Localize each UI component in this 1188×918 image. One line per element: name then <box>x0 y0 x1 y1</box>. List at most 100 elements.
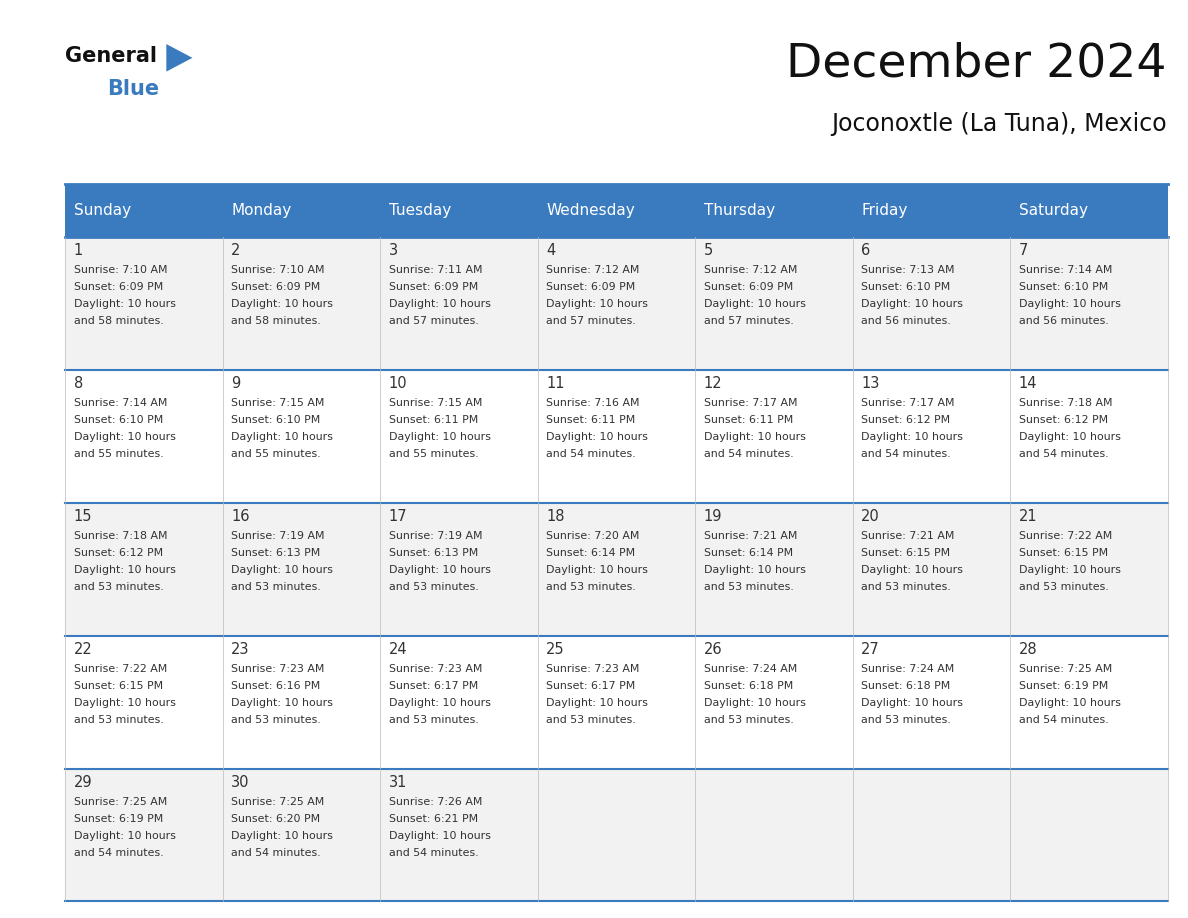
Text: 4: 4 <box>546 243 556 258</box>
Text: and 54 minutes.: and 54 minutes. <box>1018 449 1108 459</box>
Text: 16: 16 <box>232 509 249 524</box>
Text: 20: 20 <box>861 509 880 524</box>
Text: Thursday: Thursday <box>703 203 775 218</box>
Text: Sunset: 6:09 PM: Sunset: 6:09 PM <box>232 283 321 292</box>
FancyBboxPatch shape <box>380 370 538 503</box>
Text: 12: 12 <box>703 376 722 391</box>
Text: Sunset: 6:17 PM: Sunset: 6:17 PM <box>546 681 636 691</box>
FancyBboxPatch shape <box>695 768 853 901</box>
Text: 7: 7 <box>1018 243 1028 258</box>
Text: Sunrise: 7:24 AM: Sunrise: 7:24 AM <box>861 664 954 674</box>
Text: 19: 19 <box>703 509 722 524</box>
FancyBboxPatch shape <box>1010 503 1168 635</box>
Text: and 54 minutes.: and 54 minutes. <box>74 848 163 858</box>
Text: Daylight: 10 hours: Daylight: 10 hours <box>1018 432 1120 442</box>
Text: Sunrise: 7:11 AM: Sunrise: 7:11 AM <box>388 265 482 275</box>
Text: Sunset: 6:11 PM: Sunset: 6:11 PM <box>546 415 636 425</box>
Text: Sunset: 6:13 PM: Sunset: 6:13 PM <box>388 548 478 558</box>
FancyBboxPatch shape <box>65 768 223 901</box>
Text: Daylight: 10 hours: Daylight: 10 hours <box>546 698 649 708</box>
Text: Joconoxtle (La Tuna), Mexico: Joconoxtle (La Tuna), Mexico <box>830 112 1167 136</box>
FancyBboxPatch shape <box>538 237 695 370</box>
Text: Daylight: 10 hours: Daylight: 10 hours <box>703 299 805 309</box>
Text: Monday: Monday <box>232 203 291 218</box>
FancyBboxPatch shape <box>853 503 1010 635</box>
Text: Sunset: 6:15 PM: Sunset: 6:15 PM <box>74 681 163 691</box>
FancyBboxPatch shape <box>1010 184 1168 237</box>
Text: Daylight: 10 hours: Daylight: 10 hours <box>74 831 176 841</box>
Text: Wednesday: Wednesday <box>546 203 634 218</box>
Text: Sunrise: 7:18 AM: Sunrise: 7:18 AM <box>74 532 168 541</box>
Text: Sunrise: 7:23 AM: Sunrise: 7:23 AM <box>232 664 324 674</box>
Text: and 58 minutes.: and 58 minutes. <box>74 316 164 326</box>
Text: Sunrise: 7:15 AM: Sunrise: 7:15 AM <box>232 398 324 409</box>
Text: 9: 9 <box>232 376 240 391</box>
Text: 3: 3 <box>388 243 398 258</box>
Text: 30: 30 <box>232 775 249 790</box>
Text: Daylight: 10 hours: Daylight: 10 hours <box>861 432 963 442</box>
FancyBboxPatch shape <box>538 370 695 503</box>
Text: Sunrise: 7:25 AM: Sunrise: 7:25 AM <box>74 797 166 807</box>
FancyBboxPatch shape <box>380 768 538 901</box>
Text: 28: 28 <box>1018 642 1037 657</box>
Text: and 53 minutes.: and 53 minutes. <box>74 582 164 592</box>
Text: Daylight: 10 hours: Daylight: 10 hours <box>74 565 176 575</box>
FancyBboxPatch shape <box>65 237 223 370</box>
Text: 25: 25 <box>546 642 564 657</box>
Text: Daylight: 10 hours: Daylight: 10 hours <box>703 565 805 575</box>
FancyBboxPatch shape <box>538 184 695 237</box>
FancyBboxPatch shape <box>65 503 223 635</box>
Text: Blue: Blue <box>107 79 159 99</box>
Text: Sunday: Sunday <box>74 203 131 218</box>
Text: Sunset: 6:14 PM: Sunset: 6:14 PM <box>703 548 792 558</box>
Text: 18: 18 <box>546 509 564 524</box>
Text: Sunset: 6:18 PM: Sunset: 6:18 PM <box>703 681 792 691</box>
Text: Sunset: 6:11 PM: Sunset: 6:11 PM <box>388 415 478 425</box>
Text: and 53 minutes.: and 53 minutes. <box>546 582 636 592</box>
Text: Sunrise: 7:22 AM: Sunrise: 7:22 AM <box>74 664 166 674</box>
Text: Sunset: 6:09 PM: Sunset: 6:09 PM <box>703 283 792 292</box>
Text: Sunset: 6:16 PM: Sunset: 6:16 PM <box>232 681 321 691</box>
FancyBboxPatch shape <box>1010 237 1168 370</box>
Text: Sunrise: 7:25 AM: Sunrise: 7:25 AM <box>1018 664 1112 674</box>
Text: and 57 minutes.: and 57 minutes. <box>703 316 794 326</box>
Text: Daylight: 10 hours: Daylight: 10 hours <box>74 698 176 708</box>
Text: Sunset: 6:13 PM: Sunset: 6:13 PM <box>232 548 321 558</box>
Text: and 55 minutes.: and 55 minutes. <box>74 449 163 459</box>
Text: and 54 minutes.: and 54 minutes. <box>1018 715 1108 725</box>
Text: 10: 10 <box>388 376 407 391</box>
FancyBboxPatch shape <box>1010 768 1168 901</box>
Text: Sunrise: 7:26 AM: Sunrise: 7:26 AM <box>388 797 482 807</box>
Text: Sunrise: 7:13 AM: Sunrise: 7:13 AM <box>861 265 955 275</box>
Text: Saturday: Saturday <box>1018 203 1088 218</box>
Text: and 53 minutes.: and 53 minutes. <box>232 715 321 725</box>
Text: Daylight: 10 hours: Daylight: 10 hours <box>546 565 649 575</box>
Text: Daylight: 10 hours: Daylight: 10 hours <box>1018 565 1120 575</box>
Text: 22: 22 <box>74 642 93 657</box>
Text: Daylight: 10 hours: Daylight: 10 hours <box>388 698 491 708</box>
Text: Daylight: 10 hours: Daylight: 10 hours <box>861 698 963 708</box>
Text: and 54 minutes.: and 54 minutes. <box>861 449 950 459</box>
Text: Sunrise: 7:12 AM: Sunrise: 7:12 AM <box>703 265 797 275</box>
Text: Daylight: 10 hours: Daylight: 10 hours <box>1018 698 1120 708</box>
Text: and 53 minutes.: and 53 minutes. <box>1018 582 1108 592</box>
Text: and 53 minutes.: and 53 minutes. <box>703 715 794 725</box>
Text: Sunset: 6:15 PM: Sunset: 6:15 PM <box>861 548 950 558</box>
FancyBboxPatch shape <box>65 635 223 768</box>
FancyBboxPatch shape <box>380 635 538 768</box>
Text: Sunset: 6:14 PM: Sunset: 6:14 PM <box>546 548 636 558</box>
FancyBboxPatch shape <box>223 237 380 370</box>
Text: and 53 minutes.: and 53 minutes. <box>546 715 636 725</box>
FancyBboxPatch shape <box>538 503 695 635</box>
Text: Sunrise: 7:19 AM: Sunrise: 7:19 AM <box>232 532 324 541</box>
Text: Sunrise: 7:19 AM: Sunrise: 7:19 AM <box>388 532 482 541</box>
Text: 31: 31 <box>388 775 407 790</box>
Text: Sunrise: 7:16 AM: Sunrise: 7:16 AM <box>546 398 639 409</box>
Text: and 53 minutes.: and 53 minutes. <box>861 715 950 725</box>
Text: 8: 8 <box>74 376 83 391</box>
FancyBboxPatch shape <box>695 635 853 768</box>
Text: Sunset: 6:19 PM: Sunset: 6:19 PM <box>74 814 163 824</box>
Text: Daylight: 10 hours: Daylight: 10 hours <box>861 565 963 575</box>
Text: and 53 minutes.: and 53 minutes. <box>232 582 321 592</box>
Text: Sunrise: 7:24 AM: Sunrise: 7:24 AM <box>703 664 797 674</box>
